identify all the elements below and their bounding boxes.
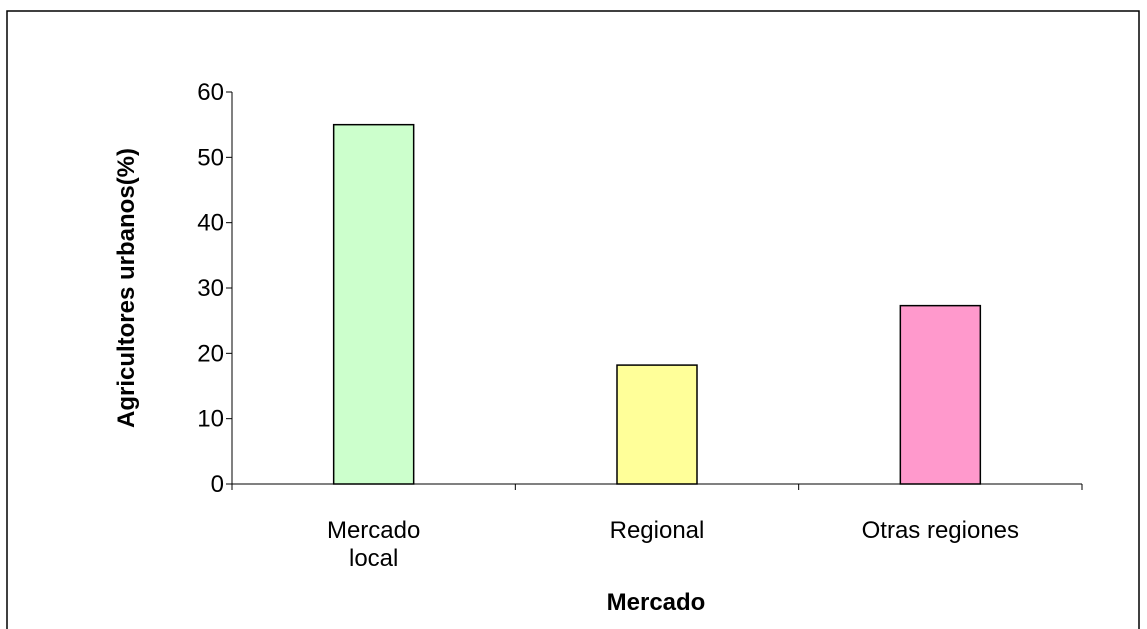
bar bbox=[332, 123, 415, 485]
category-label-line: Mercado bbox=[327, 517, 420, 544]
y-tick-label: 20 bbox=[197, 340, 224, 367]
category-label: Mercado local bbox=[327, 517, 420, 572]
category-label-line: Regional bbox=[610, 517, 705, 544]
category-label-line: Otras regiones bbox=[862, 517, 1019, 544]
y-tick-label: 50 bbox=[197, 144, 224, 171]
y-tick-label: 10 bbox=[197, 406, 224, 433]
y-tick-label: 40 bbox=[197, 210, 224, 237]
y-axis-title: Agricultores urbanos(%) bbox=[113, 148, 140, 428]
y-tick-label: 30 bbox=[197, 275, 224, 302]
category-label-line: local bbox=[349, 545, 398, 572]
plot-area: 0 10 20 30 40 50 60 Mercado local Regional Otras r… bbox=[197, 79, 1083, 572]
x-axis-title: Mercado bbox=[607, 589, 706, 616]
category-label: Otras regiones bbox=[862, 517, 1019, 544]
y-tick-label: 0 bbox=[211, 471, 224, 498]
y-tick-label: 60 bbox=[197, 79, 224, 106]
bar bbox=[616, 364, 698, 485]
bar bbox=[899, 304, 982, 485]
category-label: Regional bbox=[610, 517, 705, 544]
